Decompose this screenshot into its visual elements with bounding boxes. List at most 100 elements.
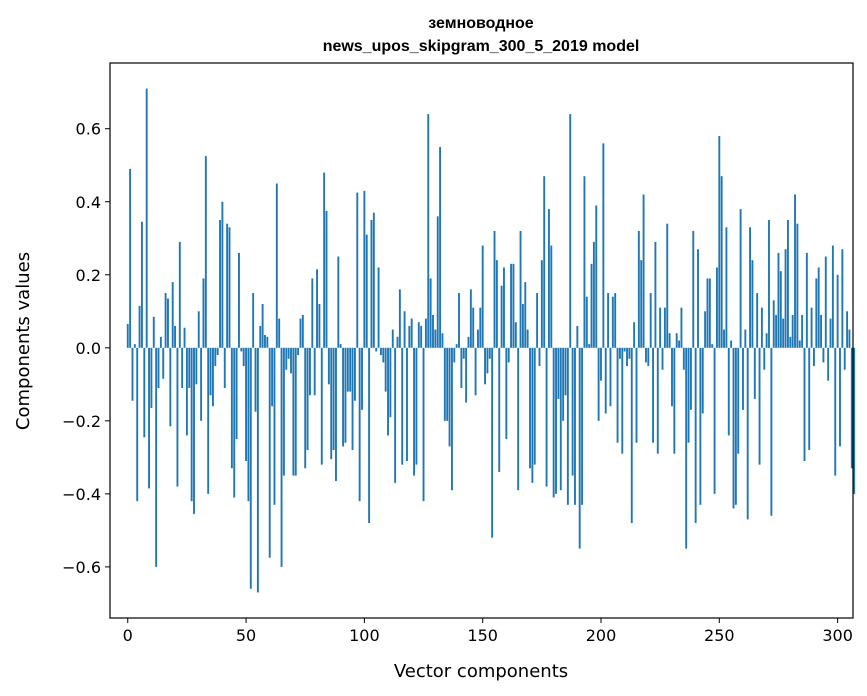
bar-92: [344, 347, 347, 443]
bar-248: [713, 347, 716, 494]
bar-192: [581, 347, 584, 505]
bar-143: [465, 347, 468, 403]
bar-264: [751, 260, 754, 348]
bar-238: [689, 347, 692, 410]
bar-87: [332, 347, 335, 451]
bar-41: [223, 347, 226, 388]
bar-63: [275, 183, 278, 348]
bar-79: [313, 347, 316, 396]
bar-187: [569, 114, 572, 348]
bar-104: [372, 212, 375, 348]
bar-85: [327, 347, 330, 385]
bar-274: [775, 314, 778, 348]
bar-34: [207, 347, 210, 494]
bar-305: [848, 329, 851, 348]
bar-94: [349, 347, 352, 392]
bar-59: [266, 336, 269, 348]
bar-268: [760, 307, 763, 348]
bar-111: [389, 347, 392, 418]
bar-286: [803, 347, 806, 461]
bar-157: [498, 347, 501, 472]
bar-301: [839, 347, 841, 447]
bar-292: [817, 267, 820, 348]
x-tick-label: 150: [467, 626, 498, 645]
bar-142: [462, 347, 465, 359]
bar-83: [323, 172, 326, 348]
bar-133: [441, 333, 444, 348]
bar-233: [678, 340, 681, 348]
bar-283: [796, 223, 799, 348]
x-tick-label: 50: [236, 626, 256, 645]
bar-91: [342, 347, 345, 447]
bar-263: [749, 227, 752, 348]
bar-184: [562, 347, 565, 421]
bar-135: [446, 347, 449, 421]
bar-73: [299, 318, 302, 348]
y-tick-label: −0.4: [62, 485, 101, 504]
bar-55: [256, 347, 259, 593]
bar-168: [524, 282, 527, 348]
bar-163: [512, 263, 515, 348]
bar-179: [550, 245, 553, 348]
bar-159: [503, 267, 505, 348]
bar-56: [259, 325, 262, 348]
bar-105: [375, 347, 378, 352]
bar-70: [292, 347, 295, 476]
bar-178: [547, 209, 550, 348]
bar-90: [339, 344, 342, 348]
bar-146: [472, 307, 475, 348]
bar-74: [301, 314, 304, 348]
bar-235: [682, 347, 685, 370]
bar-40: [221, 201, 224, 348]
bar-82: [320, 347, 323, 465]
bar-299: [834, 347, 837, 476]
bar-61: [271, 347, 274, 407]
bar-76: [306, 347, 309, 451]
bar-108: [382, 347, 385, 363]
bar-52: [249, 347, 252, 589]
bar-35: [209, 347, 212, 396]
bar-147: [474, 347, 477, 396]
bar-154: [491, 347, 494, 538]
bar-175: [540, 260, 543, 348]
bar-51: [247, 347, 250, 502]
bar-11: [152, 316, 155, 348]
bar-255: [730, 340, 733, 348]
bar-58: [264, 335, 266, 348]
bar-232: [675, 333, 678, 348]
bar-89: [337, 256, 340, 348]
bar-174: [538, 347, 541, 367]
bars-group: [126, 88, 856, 593]
bar-66: [282, 347, 285, 476]
bar-271: [768, 220, 770, 348]
bar-84: [325, 210, 328, 348]
bar-37: [214, 347, 217, 367]
bar-26: [188, 347, 191, 388]
bar-30: [197, 311, 200, 348]
bar-149: [479, 307, 482, 348]
bar-236: [685, 347, 688, 549]
bar-20: [174, 325, 177, 348]
bar-96: [353, 347, 356, 401]
bar-193: [583, 176, 586, 348]
bar-39: [219, 220, 221, 348]
bar-102: [368, 347, 371, 524]
bar-43: [228, 227, 231, 348]
chart-title: земноводное: [428, 15, 533, 32]
bar-172: [533, 347, 536, 465]
bar-32: [202, 278, 205, 348]
bar-110: [387, 347, 389, 436]
bar-107: [379, 347, 382, 356]
bar-95: [351, 347, 354, 451]
bar-284: [798, 340, 801, 348]
bar-262: [746, 347, 749, 520]
bar-33: [204, 156, 207, 348]
bar-117: [403, 311, 406, 348]
bar-243: [701, 347, 704, 414]
bar-277: [782, 318, 785, 348]
bar-115: [398, 289, 401, 348]
bar-67: [285, 347, 288, 370]
bar-176: [543, 176, 546, 348]
y-tick-label: −0.6: [62, 558, 101, 577]
